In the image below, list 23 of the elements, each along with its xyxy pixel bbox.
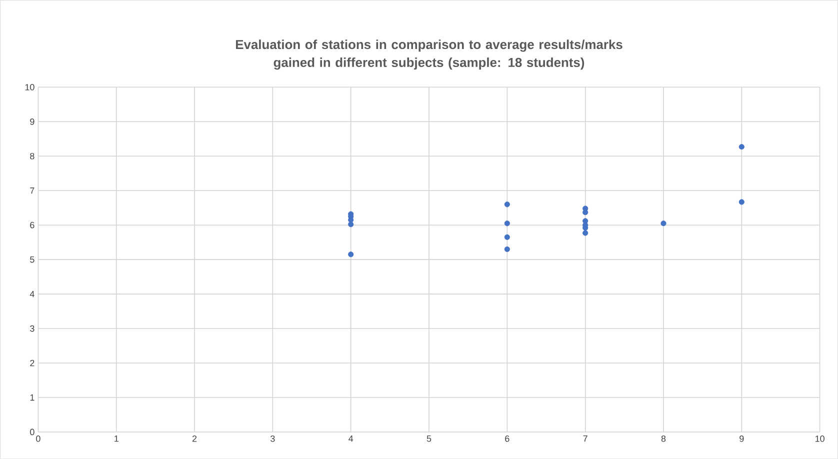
y-tick-label: 3 <box>30 325 34 332</box>
y-tick-label: 8 <box>30 152 34 160</box>
y-tick-label: 2 <box>30 360 34 366</box>
y-tick-label: 6 <box>30 222 34 228</box>
x-tick-label: 5 <box>426 435 432 442</box>
chart-title: Evaluation of stations in comparison to average results/marks gained in different subjects (sample: 18 students) <box>236 40 622 70</box>
y-tick-label: 5 <box>30 256 34 263</box>
y-tick-label: 7 <box>30 187 34 194</box>
x-tick-label: 9 <box>740 435 744 442</box>
y-tick-label: 0 <box>30 428 34 436</box>
y-tick-label: 10 <box>25 84 34 90</box>
x-tick-label: 1 <box>114 435 118 442</box>
x-tick-label: 3 <box>270 435 275 442</box>
x-tick-label: 4 <box>348 435 354 442</box>
x-tick-label: 6 <box>505 435 510 442</box>
x-tick-label: 8 <box>661 435 666 442</box>
x-tick-label: 7 <box>583 435 588 442</box>
x-tick-label: 0 <box>36 435 40 442</box>
x-tick-label: 2 <box>192 435 197 442</box>
y-tick-label: 1 <box>30 394 34 401</box>
x-tick-label: 10 <box>816 435 824 442</box>
y-tick-label: 4 <box>30 290 34 298</box>
y-tick-label: 9 <box>30 118 34 125</box>
